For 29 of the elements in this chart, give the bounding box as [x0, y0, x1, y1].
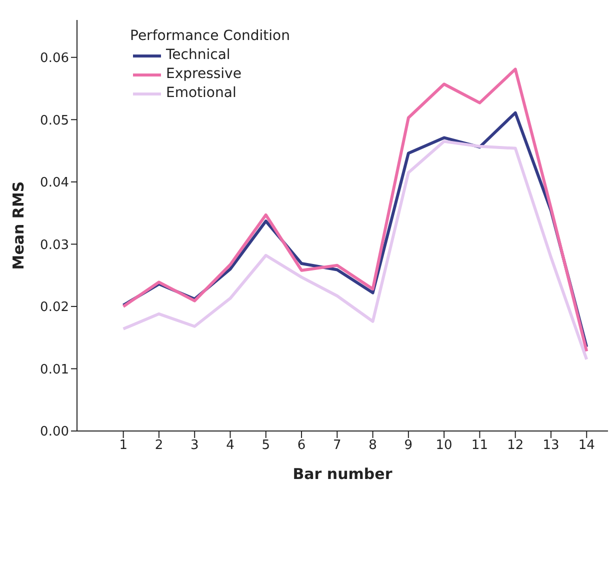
x-tick-label: 5 — [262, 438, 270, 454]
x-tick-label: 8 — [368, 438, 377, 454]
x-tick-label: 2 — [154, 438, 164, 454]
line-series — [122, 140, 588, 361]
x-tick-label: 3 — [190, 438, 199, 454]
y-tick-label: 0.02 — [40, 300, 69, 316]
line-series — [122, 68, 588, 353]
x-tick-label: 6 — [297, 438, 306, 454]
legend-label: Expressive — [166, 65, 242, 84]
y-tick-label: 0.04 — [40, 176, 69, 191]
legend-label: Emotional — [166, 84, 236, 103]
y-tick-label: 0.00 — [40, 424, 69, 440]
y-tick-label: 0.03 — [40, 238, 69, 253]
x-tick-label: 13 — [542, 438, 560, 454]
x-tick-label: 1 — [119, 438, 128, 454]
x-tick-label: 14 — [578, 438, 595, 454]
y-tick-label: 0.01 — [40, 362, 69, 378]
legend-title: Performance Condition — [130, 28, 290, 44]
legend-label: Technical — [166, 46, 230, 65]
x-tick-label: 7 — [333, 438, 342, 454]
x-tick-label: 11 — [471, 438, 488, 454]
y-tick-label: 0.06 — [40, 50, 69, 66]
x-tick-label: 9 — [404, 438, 413, 454]
x-axis-title: Bar number — [292, 465, 393, 483]
x-tick-label: 4 — [226, 438, 234, 454]
x-tick-label: 10 — [436, 438, 452, 454]
y-axis-title: Mean RMS — [9, 181, 28, 270]
y-tick-label: 0.05 — [40, 113, 69, 128]
x-tick-label: 12 — [507, 438, 524, 454]
